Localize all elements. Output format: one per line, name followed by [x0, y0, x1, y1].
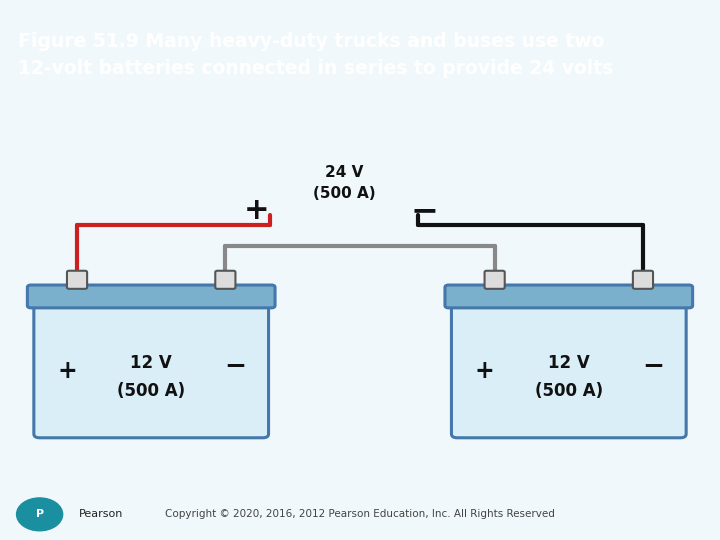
Text: 12 V: 12 V — [130, 354, 172, 372]
Text: +: + — [474, 359, 495, 383]
Text: −: − — [642, 354, 664, 380]
Text: P: P — [35, 509, 44, 519]
FancyBboxPatch shape — [215, 271, 235, 289]
FancyBboxPatch shape — [451, 302, 686, 438]
FancyBboxPatch shape — [27, 285, 275, 308]
Text: (500 A): (500 A) — [535, 382, 603, 400]
FancyBboxPatch shape — [67, 271, 87, 289]
Text: Figure 51.9 Many heavy-duty trucks and buses use two
12-volt batteries connected: Figure 51.9 Many heavy-duty trucks and b… — [18, 32, 613, 78]
Text: 24 V: 24 V — [325, 165, 364, 180]
Text: (500 A): (500 A) — [117, 382, 185, 400]
Text: Copyright © 2020, 2016, 2012 Pearson Education, Inc. All Rights Reserved: Copyright © 2020, 2016, 2012 Pearson Edu… — [165, 509, 555, 519]
Text: 12 V: 12 V — [548, 354, 590, 372]
FancyBboxPatch shape — [34, 302, 269, 438]
Circle shape — [17, 498, 63, 531]
FancyBboxPatch shape — [485, 271, 505, 289]
Text: +: + — [244, 196, 270, 225]
Text: Pearson: Pearson — [79, 509, 124, 519]
FancyBboxPatch shape — [445, 285, 693, 308]
Text: −: − — [411, 194, 438, 227]
Text: +: + — [57, 359, 77, 383]
Text: −: − — [225, 354, 246, 380]
FancyBboxPatch shape — [633, 271, 653, 289]
Text: (500 A): (500 A) — [313, 186, 375, 201]
